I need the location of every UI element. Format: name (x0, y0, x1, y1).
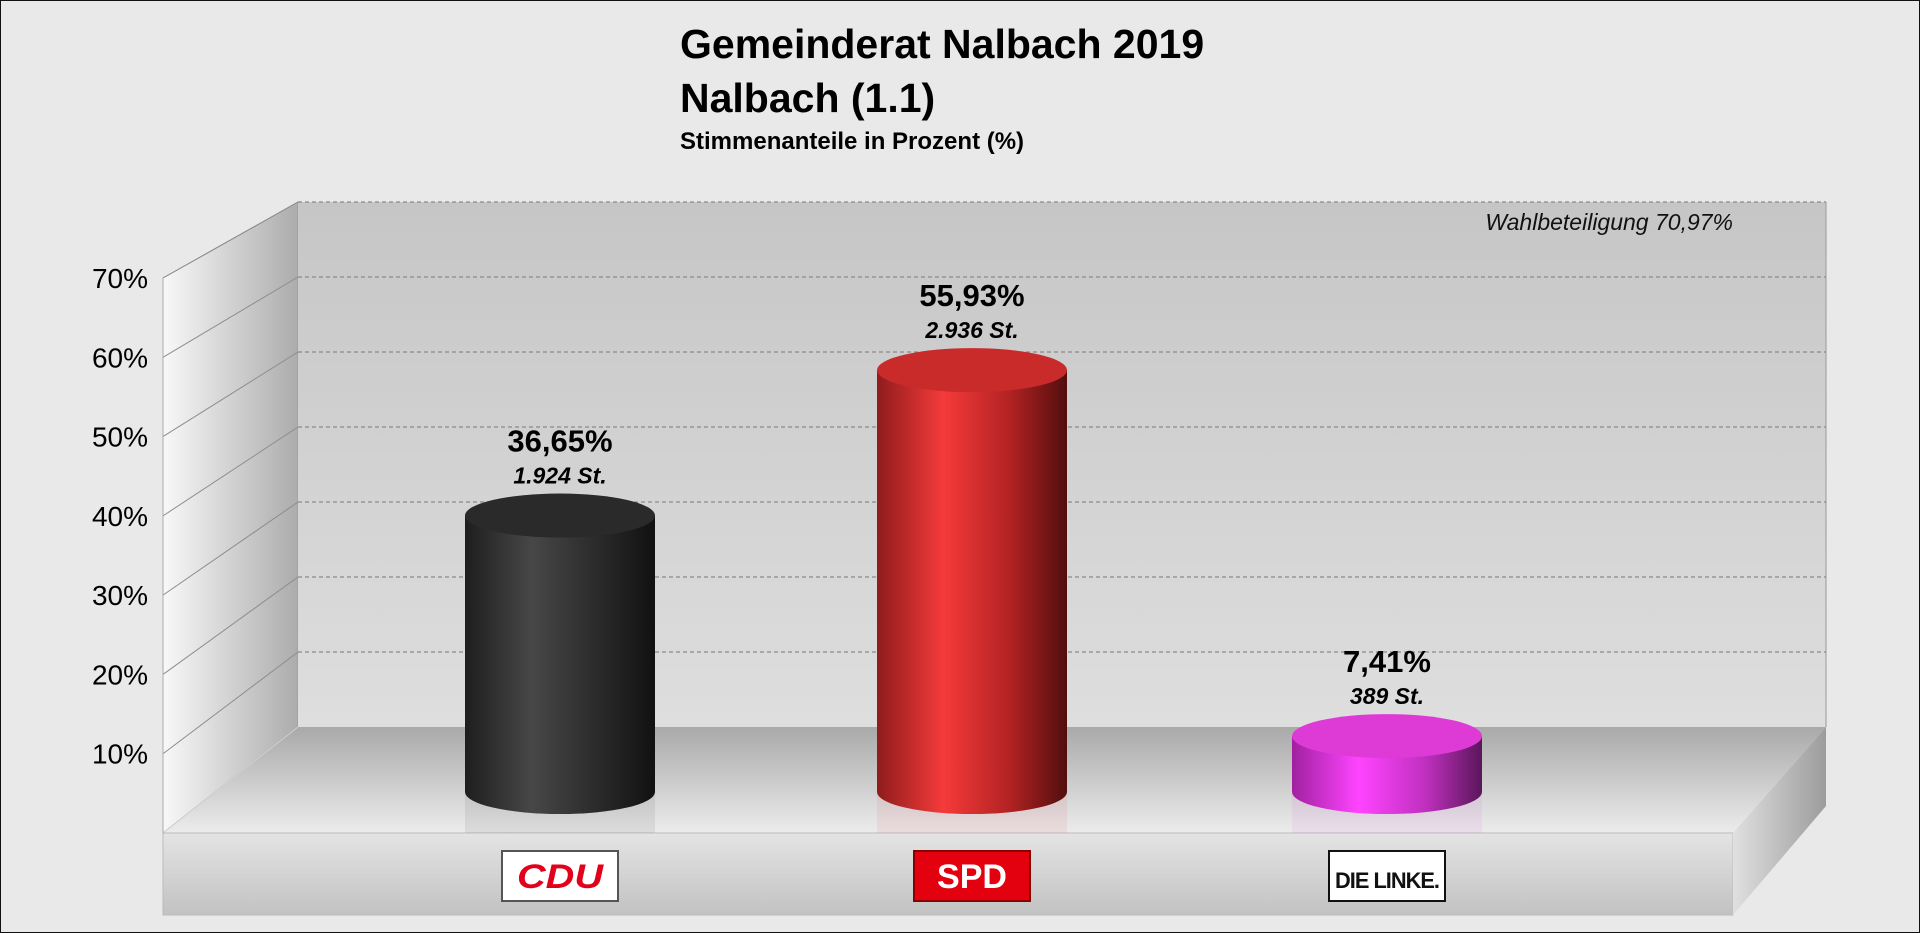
bar-spd (877, 348, 1067, 833)
logo-box (913, 850, 1031, 902)
side-gridline (162, 651, 299, 755)
y-tick-label: 20% (92, 659, 148, 690)
value-label: 55,93% (919, 278, 1024, 313)
side-gridline (162, 576, 299, 675)
value-label: 36,65% (507, 424, 612, 459)
bar-body (465, 515, 655, 814)
side-gridline (162, 201, 299, 279)
side-gridline (162, 501, 299, 596)
logo-box (501, 850, 619, 902)
bar-body (877, 370, 1067, 814)
votes-label: 1.924 St. (513, 463, 606, 489)
y-tick-label: 10% (92, 739, 148, 770)
category-label: SPD (937, 858, 1007, 896)
category-label: CDU (517, 858, 605, 896)
chart-caption: Stimmenanteile in Prozent (%) (680, 128, 1025, 155)
floor-right (1733, 727, 1826, 915)
bar-body (1292, 736, 1482, 814)
bar-top (877, 348, 1067, 393)
side-gridline (162, 351, 299, 437)
y-tick-label: 70% (92, 263, 148, 294)
y-tick-label: 50% (92, 422, 148, 453)
side-gridline (162, 276, 299, 358)
party-logo-spd: SPD (913, 850, 1031, 902)
bar-top (1292, 714, 1482, 759)
y-tick-label: 30% (92, 580, 148, 611)
floor-edge (162, 726, 299, 834)
value-label: 7,41% (1343, 644, 1431, 679)
party-logo-cdu: CDU (501, 850, 619, 902)
party-logo-dielinke: DIE LINKE. (1328, 850, 1446, 902)
bar-dielinke (1292, 714, 1482, 833)
logo-box (1328, 850, 1446, 902)
category-label: DIE LINKE. (1335, 868, 1439, 893)
votes-label: 389 St. (1350, 683, 1424, 709)
y-tick-label: 60% (92, 342, 148, 373)
bar-cdu (465, 493, 655, 833)
turnout-annotation: Wahlbeteiligung 70,97% (1485, 209, 1733, 235)
votes-label: 2.936 St. (924, 317, 1018, 343)
chart-title: Gemeinderat Nalbach 2019 (680, 21, 1205, 67)
chart-subtitle: Nalbach (1.1) (680, 75, 936, 121)
side-gridline (162, 426, 299, 517)
bar-top (465, 493, 655, 538)
y-tick-label: 40% (92, 501, 148, 532)
